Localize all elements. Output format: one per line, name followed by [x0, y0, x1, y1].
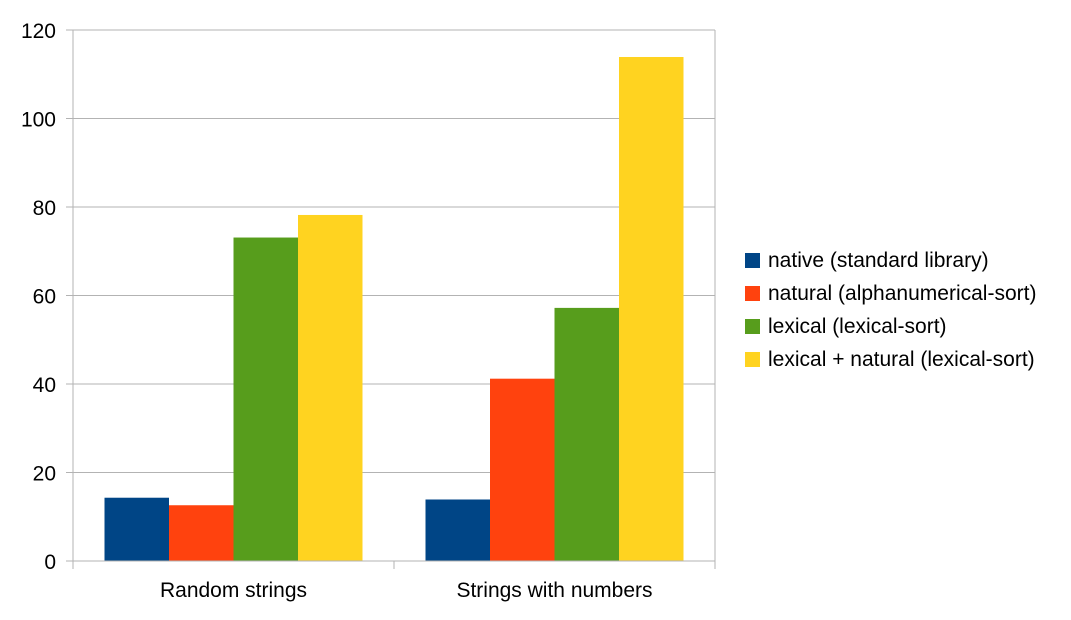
legend-item-natural: natural (alphanumerical-sort) — [745, 277, 1036, 310]
y-tick-label: 60 — [33, 286, 56, 309]
legend-label: native (standard library) — [768, 248, 989, 272]
bar — [554, 307, 619, 561]
legend-label: lexical (lexical-sort) — [768, 314, 947, 338]
y-tick-label: 120 — [21, 20, 56, 43]
legend-item-lexical-natural: lexical + natural (lexical-sort) — [745, 343, 1036, 376]
legend-swatch — [745, 319, 760, 334]
bar — [490, 378, 555, 561]
bar — [298, 214, 363, 561]
bar — [104, 497, 169, 561]
legend-item-lexical: lexical (lexical-sort) — [745, 310, 1036, 343]
y-tick-label: 100 — [21, 109, 56, 132]
bar — [169, 505, 234, 561]
y-tick-label: 20 — [33, 463, 56, 486]
legend-label: natural (alphanumerical-sort) — [768, 281, 1037, 305]
legend-item-native: native (standard library) — [745, 244, 1036, 277]
bar — [619, 56, 684, 562]
y-tick-label: 40 — [33, 374, 56, 397]
bar — [233, 237, 298, 561]
y-tick-label: 80 — [33, 197, 56, 220]
x-category-label: Strings with numbers — [456, 579, 652, 602]
bar — [425, 499, 490, 561]
legend-label: lexical + natural (lexical-sort) — [768, 347, 1035, 371]
y-tick-label: 0 — [44, 551, 56, 574]
x-category-label: Random strings — [160, 579, 307, 602]
legend: native (standard library) natural (alpha… — [745, 244, 1036, 376]
legend-swatch — [745, 352, 760, 367]
legend-swatch — [745, 286, 760, 301]
legend-swatch — [745, 253, 760, 268]
